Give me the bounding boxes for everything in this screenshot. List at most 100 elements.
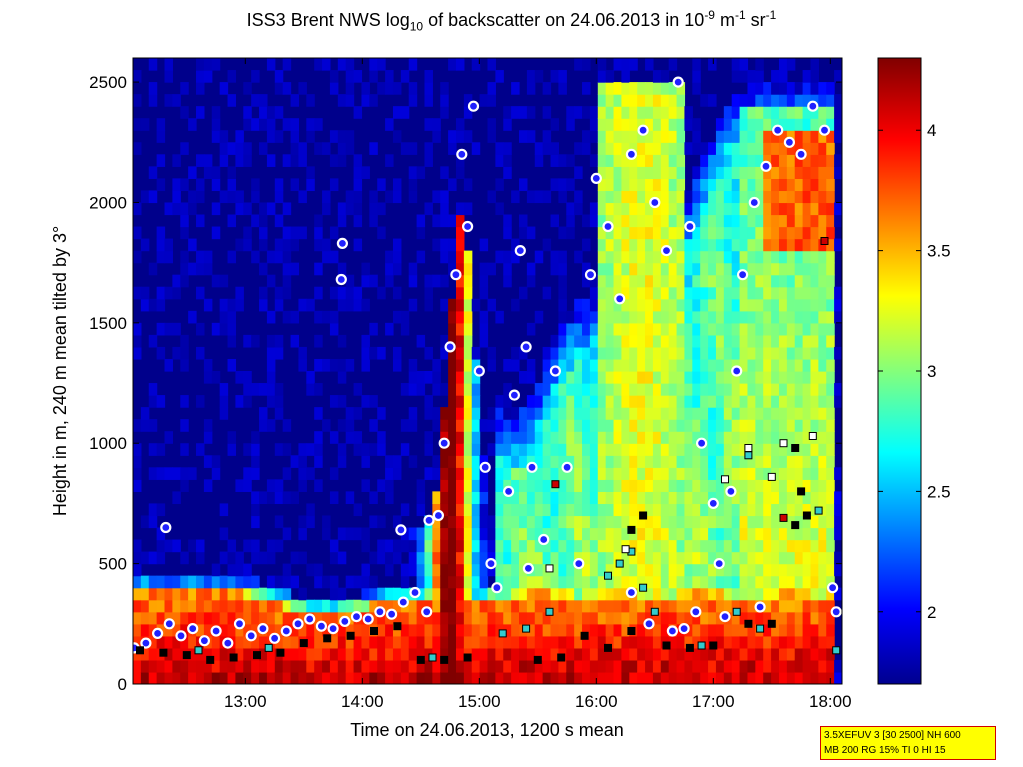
heat-cell [219, 599, 229, 613]
heat-cell [448, 431, 457, 444]
heat-cell [747, 310, 756, 324]
heat-cell [345, 358, 355, 372]
heat-cell [353, 106, 363, 119]
heat-cell [786, 539, 796, 553]
heat-cell [597, 611, 607, 625]
heat-cell [778, 154, 788, 167]
heat-cell [251, 190, 260, 204]
heat-cell [534, 491, 544, 505]
heat-cell [440, 346, 449, 360]
heat-cell [629, 358, 638, 372]
heat-cell [700, 611, 709, 625]
heat-cell [755, 274, 764, 288]
heat-cell [810, 310, 819, 324]
heat-cell [558, 455, 567, 468]
heat-cell [605, 623, 615, 637]
layer-height-marker [444, 341, 456, 353]
heat-cell [613, 166, 623, 179]
heat-cell [684, 310, 693, 324]
layer-height-marker [163, 618, 175, 630]
heat-cell [802, 467, 812, 480]
heat-cell [763, 395, 772, 408]
heat-cell [582, 130, 591, 143]
heat-cell [385, 250, 394, 264]
heat-cell [511, 599, 520, 613]
heat-cell [471, 467, 481, 480]
heat-cell [652, 298, 662, 312]
heat-cell [629, 154, 638, 167]
heat-cell [448, 358, 457, 372]
heat-cell [794, 358, 804, 372]
heat-cell [322, 647, 331, 661]
heat-cell [259, 611, 268, 625]
heat-cell [424, 82, 433, 95]
heat-cell [298, 467, 307, 480]
y-tick-label: 2000 [89, 193, 127, 212]
heat-cell [274, 479, 284, 492]
heat-cell [574, 142, 583, 155]
heat-cell [432, 539, 441, 553]
heat-cell [148, 623, 158, 637]
heat-cell [353, 623, 363, 637]
heat-cell [810, 118, 819, 131]
heat-cell [802, 142, 812, 155]
heat-cell [424, 118, 433, 131]
heat-cell [180, 178, 189, 192]
heat-cell [771, 94, 780, 107]
heat-cell [771, 70, 780, 83]
layer-height-marker [269, 632, 281, 644]
heat-cell [629, 178, 638, 192]
heat-cell [259, 106, 268, 119]
heat-cell [763, 455, 772, 468]
heat-cell [723, 539, 733, 553]
heat-cell [723, 202, 733, 216]
heat-cell [156, 587, 166, 601]
heat-cell [747, 479, 756, 492]
heat-cell [660, 82, 670, 95]
heat-cell [479, 623, 489, 637]
layer-height-marker [187, 622, 199, 635]
heat-cell [629, 202, 638, 216]
heat-cell [180, 214, 189, 228]
heat-cell [574, 334, 583, 348]
heat-cell [550, 407, 559, 420]
heat-cell [526, 599, 536, 613]
heat-cell [731, 214, 741, 228]
heat-cell [786, 82, 796, 95]
heat-cell [613, 82, 623, 95]
heat-cell [282, 419, 292, 432]
heat-cell [574, 551, 583, 565]
heat-cell [810, 94, 819, 107]
heat-cell [613, 322, 623, 336]
heat-cell [692, 587, 701, 601]
heat-cell [574, 539, 583, 553]
heat-cell [794, 563, 804, 577]
heat-cell [542, 539, 552, 553]
heat-cell [605, 431, 615, 444]
heat-cell [235, 635, 244, 649]
layer-height-marker [678, 622, 690, 635]
heat-cell [684, 635, 693, 649]
heat-cell [826, 322, 835, 336]
heat-cell [219, 395, 229, 408]
heat-cell [771, 527, 780, 541]
heat-cell [156, 659, 166, 673]
heat-cell [652, 334, 662, 348]
heat-cell [723, 395, 733, 408]
heat-cell [353, 443, 363, 456]
heat-cell [259, 94, 268, 107]
heat-cell [708, 142, 717, 155]
heat-cell [778, 527, 788, 541]
heat-cell [708, 563, 717, 577]
heat-cell [188, 635, 197, 649]
heat-cell [605, 539, 615, 553]
heat-cell [621, 178, 630, 192]
heat-cell [668, 94, 678, 107]
heat-cell [723, 575, 733, 589]
layer-height-marker [350, 610, 363, 623]
heat-cell [629, 250, 638, 264]
heat-cell [715, 419, 725, 432]
heat-cell [684, 214, 693, 228]
heat-cell [180, 659, 189, 673]
heat-cell [692, 334, 701, 348]
